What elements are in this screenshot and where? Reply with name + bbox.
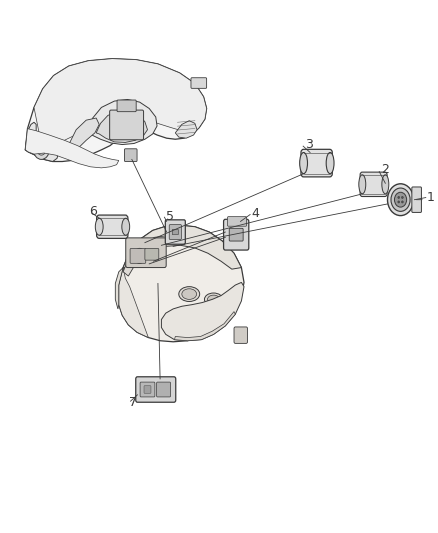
- FancyBboxPatch shape: [412, 187, 421, 213]
- FancyBboxPatch shape: [117, 100, 136, 112]
- Ellipse shape: [326, 152, 334, 174]
- Ellipse shape: [122, 218, 130, 235]
- FancyBboxPatch shape: [130, 248, 146, 263]
- FancyBboxPatch shape: [301, 149, 332, 177]
- Polygon shape: [115, 268, 123, 309]
- Text: 4: 4: [251, 207, 259, 220]
- FancyBboxPatch shape: [140, 382, 155, 397]
- Text: 2: 2: [381, 163, 389, 176]
- FancyBboxPatch shape: [157, 382, 170, 397]
- FancyBboxPatch shape: [124, 149, 137, 161]
- Ellipse shape: [382, 175, 389, 194]
- Circle shape: [402, 201, 403, 203]
- Text: 5: 5: [166, 209, 174, 223]
- Ellipse shape: [208, 295, 220, 304]
- Polygon shape: [96, 111, 148, 142]
- Polygon shape: [25, 59, 207, 161]
- FancyBboxPatch shape: [229, 228, 243, 241]
- Text: 1: 1: [427, 190, 434, 204]
- FancyBboxPatch shape: [144, 386, 151, 393]
- Polygon shape: [25, 138, 59, 161]
- FancyBboxPatch shape: [110, 110, 144, 140]
- Text: 3: 3: [305, 138, 313, 151]
- Text: 7: 7: [129, 396, 137, 409]
- Circle shape: [398, 196, 399, 198]
- Polygon shape: [119, 268, 148, 337]
- Ellipse shape: [182, 289, 197, 300]
- FancyBboxPatch shape: [223, 219, 249, 250]
- FancyBboxPatch shape: [360, 172, 387, 197]
- Polygon shape: [174, 312, 235, 341]
- Circle shape: [37, 144, 46, 155]
- Polygon shape: [175, 120, 197, 138]
- Polygon shape: [25, 128, 119, 168]
- FancyBboxPatch shape: [165, 220, 185, 244]
- Polygon shape: [161, 282, 244, 341]
- Ellipse shape: [205, 293, 223, 306]
- Circle shape: [391, 188, 410, 212]
- Ellipse shape: [95, 218, 103, 235]
- FancyBboxPatch shape: [97, 215, 128, 238]
- Circle shape: [402, 196, 403, 198]
- Circle shape: [34, 140, 49, 159]
- Ellipse shape: [179, 287, 200, 302]
- Ellipse shape: [359, 175, 366, 194]
- FancyBboxPatch shape: [227, 216, 247, 226]
- FancyBboxPatch shape: [234, 327, 247, 343]
- FancyBboxPatch shape: [145, 248, 159, 260]
- Polygon shape: [123, 236, 166, 276]
- FancyBboxPatch shape: [169, 224, 181, 239]
- Polygon shape: [34, 59, 207, 151]
- Polygon shape: [69, 118, 99, 149]
- FancyBboxPatch shape: [172, 229, 178, 235]
- Circle shape: [134, 248, 146, 263]
- FancyBboxPatch shape: [126, 238, 166, 268]
- Polygon shape: [119, 225, 244, 342]
- Circle shape: [395, 192, 406, 207]
- Circle shape: [398, 201, 399, 203]
- Polygon shape: [123, 225, 241, 269]
- Polygon shape: [25, 122, 36, 150]
- FancyBboxPatch shape: [136, 377, 176, 402]
- Circle shape: [388, 184, 413, 216]
- Ellipse shape: [300, 152, 307, 174]
- Polygon shape: [86, 100, 157, 144]
- Circle shape: [136, 252, 143, 260]
- FancyBboxPatch shape: [191, 78, 207, 88]
- Text: 6: 6: [89, 205, 97, 219]
